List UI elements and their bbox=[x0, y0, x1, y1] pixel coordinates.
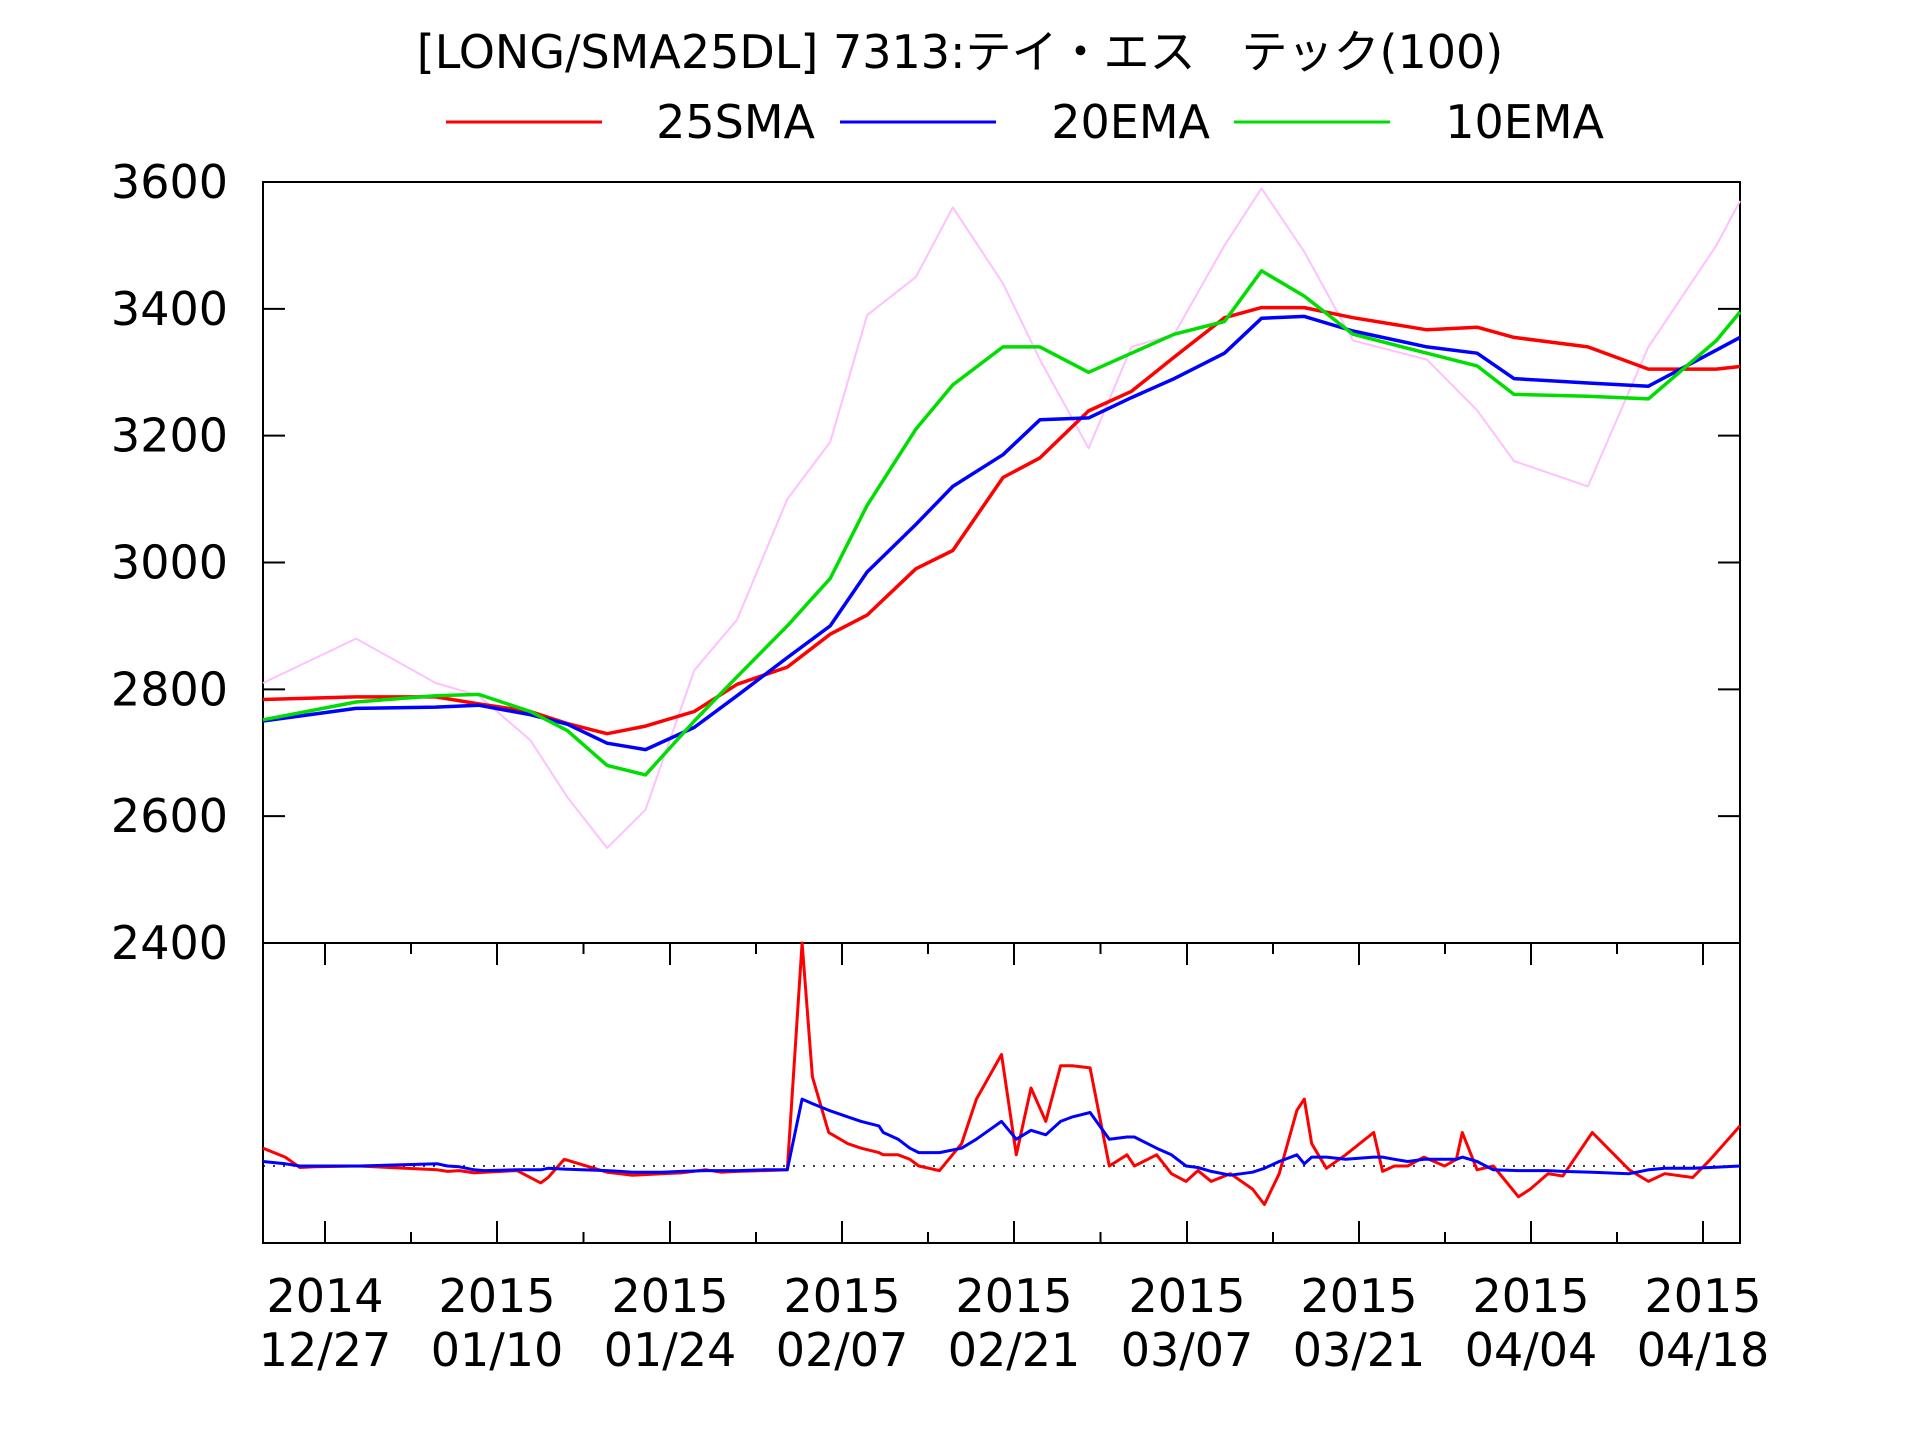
x-tick-year: 2015 bbox=[438, 1269, 555, 1323]
x-tick-date: 01/10 bbox=[431, 1323, 564, 1377]
y-tick-label: 3000 bbox=[111, 536, 228, 590]
legend-label-10ema: 10EMA bbox=[1445, 95, 1604, 149]
25sma-line bbox=[262, 305, 1741, 736]
x-tick-year: 2015 bbox=[955, 1269, 1072, 1323]
legend-label-25sma: 25SMA bbox=[656, 95, 815, 149]
price-panel: 3600 3400 3200 3000 2800 2600 2400 bbox=[111, 155, 1742, 970]
signal-red-line bbox=[262, 941, 1742, 1206]
x-tick-year: 2015 bbox=[1128, 1269, 1245, 1323]
x-tick-date: 12/27 bbox=[259, 1323, 392, 1377]
x-tick-year: 2015 bbox=[611, 1269, 728, 1323]
legend: 25SMA 20EMA 10EMA bbox=[446, 95, 1605, 149]
oscillator-panel bbox=[262, 941, 1742, 1244]
chart-title: [LONG/SMA25DL] 7313:テイ・エス テック(100) bbox=[417, 25, 1503, 79]
x-tick-year: 2015 bbox=[783, 1269, 900, 1323]
y-tick-label: 3600 bbox=[111, 155, 228, 209]
y-tick-label: 2800 bbox=[111, 662, 228, 716]
x-tick-date: 02/07 bbox=[776, 1323, 909, 1377]
x-tick-year: 2015 bbox=[1472, 1269, 1589, 1323]
x-tick-year: 2015 bbox=[1644, 1269, 1761, 1323]
x-tick-date: 01/24 bbox=[604, 1323, 737, 1377]
y-tick-label: 2600 bbox=[111, 789, 228, 843]
x-tick-date: 04/04 bbox=[1465, 1323, 1598, 1377]
legend-label-20ema: 20EMA bbox=[1051, 95, 1210, 149]
x-tick-date: 02/21 bbox=[948, 1323, 1081, 1377]
signal-blue-line bbox=[262, 1097, 1741, 1177]
y-tick-label: 2400 bbox=[111, 916, 228, 970]
x-tick-year: 2015 bbox=[1300, 1269, 1417, 1323]
price-envelope-line bbox=[262, 187, 1741, 849]
y-tick-label: 3200 bbox=[111, 409, 228, 463]
x-tick-date: 03/21 bbox=[1293, 1323, 1426, 1377]
10ema-line bbox=[262, 269, 1742, 777]
x-tick-date: 03/07 bbox=[1121, 1323, 1254, 1377]
20ema-line bbox=[262, 314, 1741, 752]
x-tick-date: 04/18 bbox=[1637, 1323, 1770, 1377]
y-tick-label: 3400 bbox=[111, 282, 228, 336]
x-tick-year: 2014 bbox=[266, 1269, 383, 1323]
